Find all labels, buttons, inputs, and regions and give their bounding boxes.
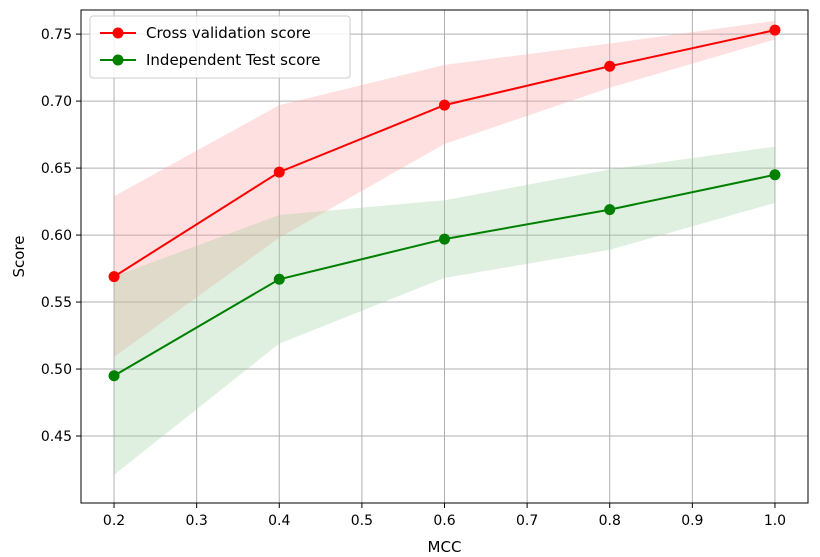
x-tick-label: 0.4 (268, 513, 290, 529)
x-axis-ticks: 0.2 0.3 0.4 0.5 0.6 0.7 0.8 0.9 1.0 (103, 503, 786, 529)
data-point (273, 273, 285, 285)
x-tick-label: 0.5 (351, 513, 373, 529)
confidence-band-0 (114, 20, 775, 357)
data-point (273, 166, 285, 178)
x-axis-label: MCC (428, 538, 462, 556)
y-tick-label: 0.45 (41, 429, 72, 445)
x-tick-label: 0.9 (681, 513, 703, 529)
legend-marker (112, 54, 124, 66)
x-tick-label: 0.6 (433, 513, 455, 529)
data-point (604, 204, 616, 216)
y-tick-label: 0.50 (41, 362, 72, 378)
data-point (108, 370, 120, 382)
x-tick-label: 1.0 (764, 513, 786, 529)
x-tick-label: 0.8 (599, 513, 621, 529)
y-axis-ticks: 0.45 0.50 0.55 0.60 0.65 0.70 0.75 (41, 27, 81, 445)
legend-label: Independent Test score (146, 51, 320, 69)
y-tick-label: 0.55 (41, 295, 72, 311)
series-points (108, 24, 781, 382)
confidence-band-1 (114, 146, 775, 475)
legend: Cross validation score Independent Test s… (89, 15, 351, 79)
confidence-bands (114, 20, 775, 475)
data-point (439, 99, 450, 111)
y-tick-label: 0.75 (41, 27, 72, 43)
data-point (439, 233, 450, 245)
data-point (769, 169, 781, 181)
data-point (604, 60, 616, 72)
legend-label: Cross validation score (146, 24, 311, 42)
x-tick-label: 0.2 (103, 513, 125, 529)
y-tick-label: 0.65 (41, 161, 72, 177)
data-point (108, 271, 120, 283)
x-tick-label: 0.7 (516, 513, 538, 529)
data-point (769, 24, 781, 36)
y-tick-label: 0.70 (41, 94, 72, 110)
legend-marker (112, 27, 124, 39)
y-axis-label: Score (10, 235, 28, 277)
x-tick-label: 0.3 (186, 513, 208, 529)
legend-box (89, 15, 351, 79)
y-tick-label: 0.60 (41, 228, 72, 244)
